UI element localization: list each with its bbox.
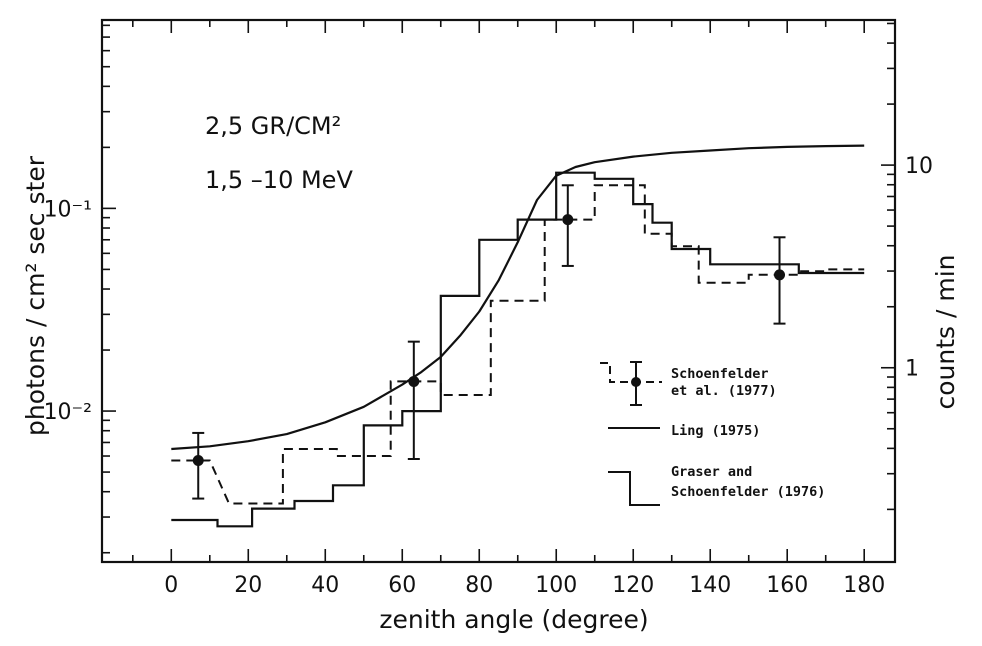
x-tick-label: 140 xyxy=(689,573,731,598)
x-tick-label: 160 xyxy=(766,573,808,598)
legend-swatch-histogram xyxy=(608,471,660,506)
legend-label-1a: Schoenfelder xyxy=(671,366,769,382)
annotation-energy: 1,5 –10 MeV xyxy=(205,166,353,194)
legend-label-3b: Schoenfelder (1976) xyxy=(671,484,825,500)
x-tick-label: 40 xyxy=(311,573,339,598)
plot-frame xyxy=(100,18,897,564)
y-axis-label: photons / cm² sec ster xyxy=(21,155,50,436)
annotation-depth: 2,5 GR/CM² xyxy=(205,112,341,140)
legend-marker xyxy=(631,377,641,387)
series-graser-histogram xyxy=(171,171,865,528)
x-tick-label: 180 xyxy=(843,573,885,598)
x-tick-label: 80 xyxy=(465,573,493,598)
data-point xyxy=(562,214,574,226)
legend-label-3a: Graser and xyxy=(671,464,752,480)
y2-tick-label: 1 xyxy=(905,357,919,382)
y-tick-label: 10⁻² xyxy=(44,400,92,425)
x-tick-label: 60 xyxy=(388,573,416,598)
legend xyxy=(600,361,662,506)
x-axis-label: zenith angle (degree) xyxy=(379,605,648,634)
data-point xyxy=(774,269,786,281)
legend-label-1b: et al. (1977) xyxy=(671,383,777,399)
legend-label-2: Ling (1975) xyxy=(671,423,760,439)
data-point xyxy=(192,455,204,467)
y2-axis-label: counts / min xyxy=(931,254,960,409)
y2-tick-label: 10 xyxy=(905,154,933,179)
x-tick-label: 100 xyxy=(535,573,577,598)
series-ling-curve xyxy=(171,144,865,451)
x-tick-label: 120 xyxy=(612,573,654,598)
y-tick-label: 10⁻¹ xyxy=(44,197,92,222)
x-tick-label: 0 xyxy=(164,573,178,598)
x-tick-label: 20 xyxy=(234,573,262,598)
